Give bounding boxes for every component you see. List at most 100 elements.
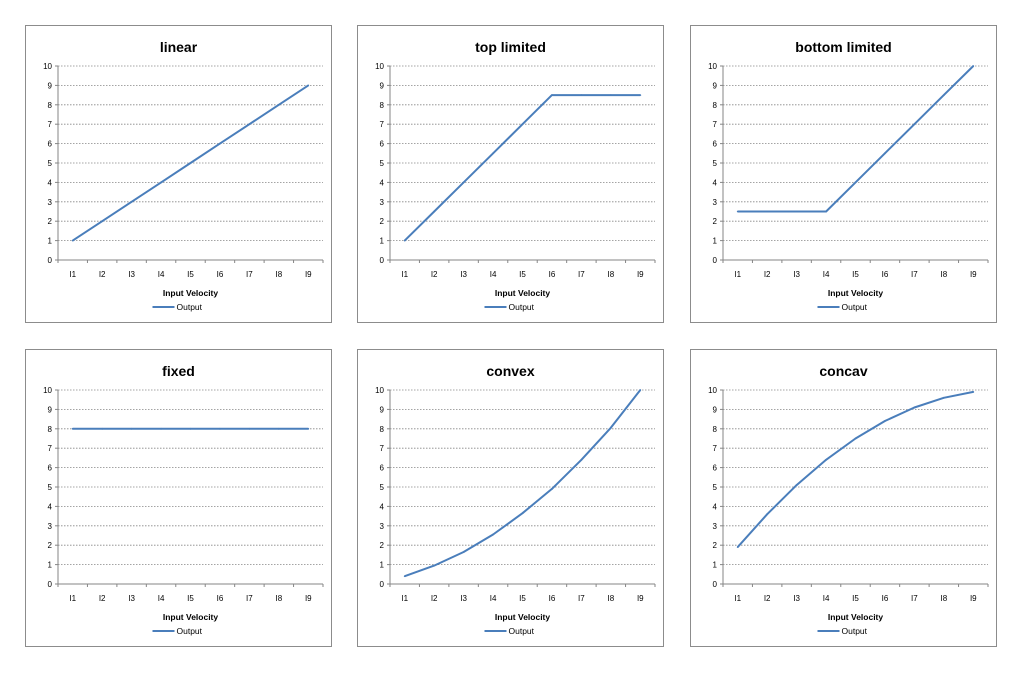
data-point bbox=[795, 484, 798, 486]
y-tick-label: 4 bbox=[380, 178, 385, 187]
y-tick-label: 0 bbox=[48, 580, 53, 589]
y-tick-label: 6 bbox=[713, 464, 718, 473]
x-tick-label: I5 bbox=[519, 594, 526, 603]
data-point bbox=[766, 210, 769, 213]
x-tick-label: I5 bbox=[187, 270, 194, 279]
y-tick-label: 4 bbox=[380, 502, 385, 511]
data-point bbox=[972, 391, 975, 393]
y-tick-label: 6 bbox=[48, 140, 53, 149]
y-tick-label: 7 bbox=[48, 444, 53, 453]
chart-title: bottom limited bbox=[795, 39, 891, 55]
x-tick-label: I1 bbox=[734, 594, 741, 603]
x-axis-label: Input Velocity bbox=[163, 612, 219, 622]
chart-svg: top limited 0 1 2 3 4 5 6 7 8 9 10 I1 I2 I3 I4 I5 I6 I7 I8 I… bbox=[375, 39, 656, 312]
chart-svg: convex 0 1 2 3 4 5 6 7 8 9 10 I1 I2 I3 I4 I5 I6 I7 I8 I9 Inpu… bbox=[375, 363, 656, 636]
y-tick-label: 3 bbox=[713, 198, 718, 207]
data-point bbox=[219, 427, 221, 430]
y-tick-label: 9 bbox=[380, 81, 385, 90]
data-point bbox=[609, 426, 612, 429]
data-point bbox=[433, 210, 436, 213]
x-tick-label: I8 bbox=[275, 270, 282, 279]
data-point bbox=[972, 65, 975, 67]
x-tick-label: I9 bbox=[970, 270, 977, 279]
data-point bbox=[277, 427, 280, 430]
x-tick-label: I9 bbox=[305, 594, 312, 603]
x-tick-label: I2 bbox=[764, 270, 771, 279]
y-tick-label: 9 bbox=[48, 405, 53, 414]
x-tick-label: I2 bbox=[99, 270, 106, 279]
y-tick-label: 0 bbox=[380, 256, 385, 265]
x-tick-label: I4 bbox=[490, 270, 497, 279]
y-tick-label: 10 bbox=[708, 62, 717, 71]
x-tick-label: I2 bbox=[431, 594, 438, 603]
y-tick-label: 8 bbox=[48, 101, 53, 110]
x-tick-label: I6 bbox=[217, 594, 224, 603]
chart-panel-fixed: fixed 0 1 2 3 4 5 6 7 8 9 10 I1 I2 I3 I4 I5 I6 I7 I8 I9 Input… bbox=[25, 349, 332, 647]
y-tick-label: 9 bbox=[713, 405, 718, 414]
data-point bbox=[101, 220, 104, 223]
y-tick-label: 10 bbox=[708, 386, 717, 395]
x-tick-label: I3 bbox=[128, 594, 135, 603]
y-tick-label: 2 bbox=[48, 217, 53, 226]
x-axis-label: Input Velocity bbox=[163, 288, 219, 298]
x-tick-label: I4 bbox=[158, 270, 165, 279]
y-tick-label: 6 bbox=[380, 464, 385, 473]
data-point bbox=[942, 94, 945, 96]
x-tick-label: I7 bbox=[578, 594, 585, 603]
y-tick-label: 2 bbox=[380, 541, 385, 550]
y-tick-label: 3 bbox=[713, 522, 718, 531]
x-tick-label: I2 bbox=[764, 594, 771, 603]
x-tick-label: I7 bbox=[246, 270, 253, 279]
x-tick-label: I3 bbox=[793, 270, 800, 279]
y-tick-label: 4 bbox=[48, 502, 53, 511]
y-tick-label: 9 bbox=[713, 81, 718, 90]
y-tick-label: 4 bbox=[48, 178, 53, 187]
x-tick-label: I6 bbox=[217, 270, 224, 279]
y-tick-label: 5 bbox=[713, 483, 718, 492]
y-tick-label: 5 bbox=[48, 159, 53, 168]
data-point bbox=[551, 94, 553, 96]
data-point bbox=[795, 210, 798, 213]
data-point bbox=[580, 94, 583, 96]
chart-panel-bottom-limited: bottom limited 0 1 2 3 4 5 6 7 8 9 10 I1 I2 I3 I4 I5 I6 I7… bbox=[690, 25, 997, 323]
y-tick-label: 2 bbox=[713, 217, 718, 226]
y-tick-label: 6 bbox=[713, 140, 718, 149]
data-point bbox=[884, 420, 886, 422]
data-point bbox=[521, 123, 524, 126]
data-point bbox=[433, 564, 436, 567]
x-axis-label: Input Velocity bbox=[828, 612, 884, 622]
y-tick-label: 2 bbox=[380, 217, 385, 226]
data-point bbox=[854, 181, 857, 184]
x-tick-label: I3 bbox=[128, 270, 135, 279]
y-tick-label: 9 bbox=[380, 405, 385, 414]
chart-panel-linear: linear 0 1 2 3 4 5 6 7 8 9 10 I1 I2 I3 I4 I5 I6 I7 I8 I9 Inpu… bbox=[25, 25, 332, 323]
data-point bbox=[219, 142, 221, 145]
x-tick-label: I8 bbox=[940, 594, 947, 603]
y-tick-label: 9 bbox=[48, 81, 53, 90]
data-point bbox=[492, 152, 494, 155]
x-tick-label: I2 bbox=[99, 594, 106, 603]
legend-label: Output bbox=[509, 626, 535, 636]
y-tick-label: 8 bbox=[380, 101, 385, 110]
data-point bbox=[71, 427, 74, 430]
x-tick-label: I6 bbox=[549, 594, 556, 603]
y-tick-label: 3 bbox=[380, 198, 385, 207]
data-point bbox=[130, 427, 133, 430]
series-line bbox=[403, 94, 641, 242]
data-point bbox=[913, 123, 916, 126]
x-tick-label: I8 bbox=[607, 270, 614, 279]
x-tick-label: I5 bbox=[519, 270, 526, 279]
chart-svg: bottom limited 0 1 2 3 4 5 6 7 8 9 10 I1 I2 I3 I4 I5 I6 I7… bbox=[708, 39, 989, 312]
y-tick-label: 1 bbox=[48, 561, 53, 570]
y-tick-label: 7 bbox=[713, 120, 718, 129]
y-tick-label: 10 bbox=[43, 62, 52, 71]
data-point bbox=[462, 551, 465, 553]
y-tick-label: 5 bbox=[380, 483, 385, 492]
x-tick-label: I1 bbox=[734, 270, 741, 279]
y-tick-label: 6 bbox=[380, 140, 385, 149]
y-tick-label: 1 bbox=[713, 237, 718, 246]
y-tick-label: 1 bbox=[713, 561, 718, 570]
y-tick-label: 5 bbox=[713, 159, 718, 168]
data-point bbox=[521, 512, 524, 515]
x-tick-label: I8 bbox=[940, 270, 947, 279]
